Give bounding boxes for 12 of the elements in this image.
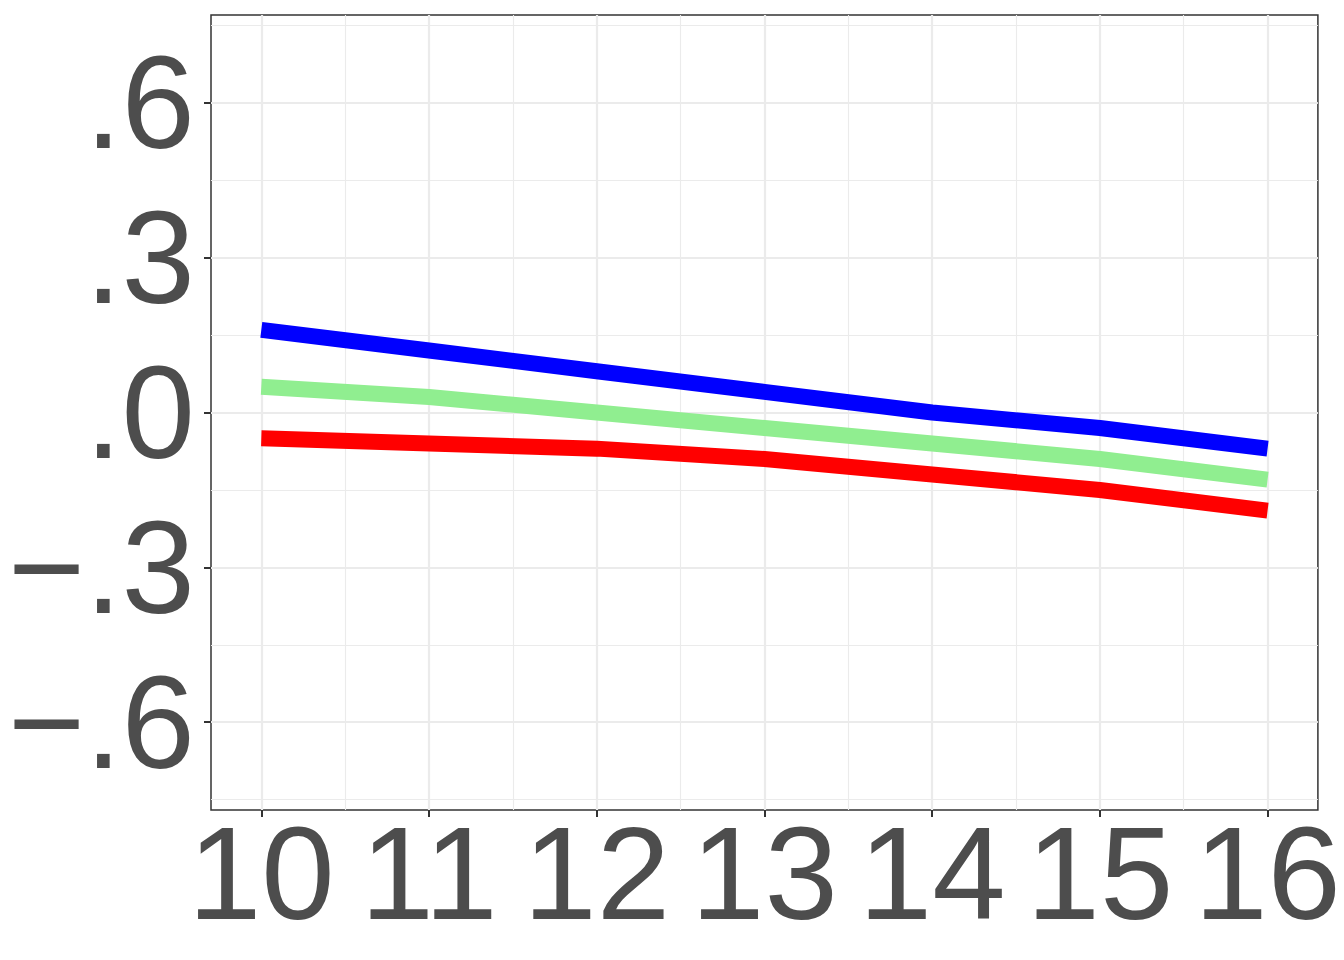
y-tick-label: −.3: [7, 493, 195, 641]
y-tick-label: .0: [84, 339, 195, 486]
x-tick-label: 16: [1194, 799, 1341, 947]
y-tick-label: −.6: [7, 648, 195, 796]
y-tick-label: .3: [84, 184, 195, 332]
x-tick-label: 15: [1026, 799, 1174, 947]
x-tick-label: 10: [187, 799, 335, 947]
x-tick-label: 13: [691, 799, 838, 947]
x-tick-label: 14: [858, 799, 1006, 947]
x-tick-label: 11: [360, 799, 498, 947]
x-tick-label: 12: [523, 799, 671, 947]
y-tick-label: .6: [84, 29, 195, 177]
